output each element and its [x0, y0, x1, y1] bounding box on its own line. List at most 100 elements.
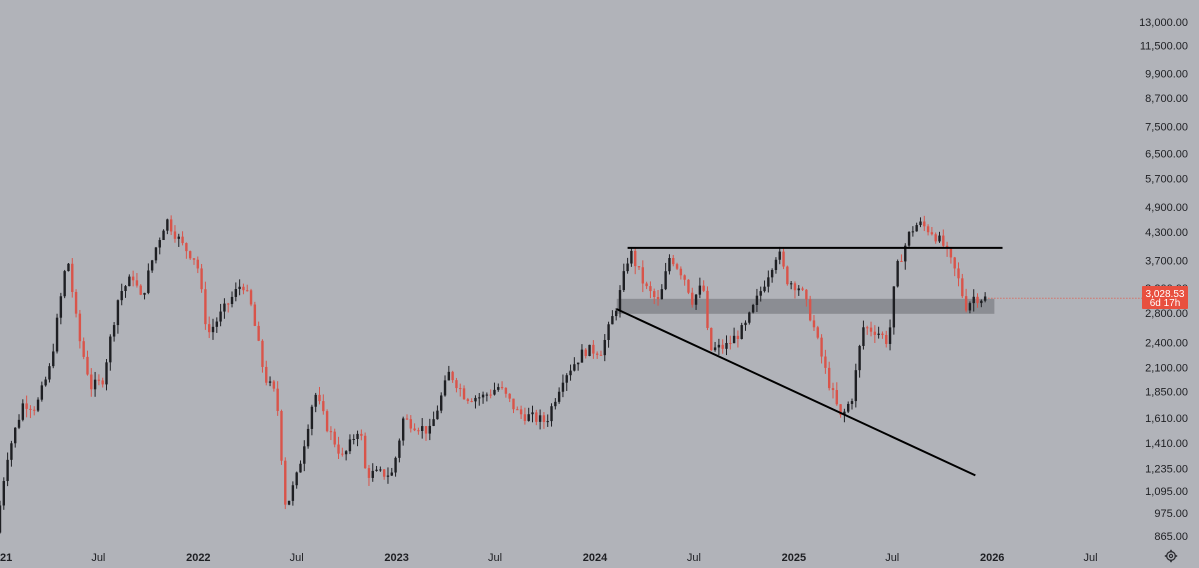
chart-settings-button[interactable]	[1164, 549, 1178, 563]
candle-body	[767, 277, 770, 287]
candle-body	[120, 290, 123, 301]
candle-body	[611, 316, 614, 325]
x-tick-label: 2026	[980, 552, 1004, 564]
candle	[318, 386, 321, 405]
candle	[474, 395, 477, 409]
candle-body	[21, 403, 25, 420]
candle-body	[131, 276, 135, 281]
candle	[812, 315, 816, 331]
candle-body	[2, 481, 6, 506]
candle	[770, 268, 774, 283]
candle-body	[421, 426, 424, 431]
candle	[272, 379, 276, 392]
candle-body	[789, 283, 793, 285]
candle-body	[793, 283, 797, 291]
candle-body	[348, 439, 352, 452]
candle	[2, 477, 6, 510]
candle-body	[337, 444, 340, 454]
candle	[109, 334, 112, 371]
candle-body	[82, 341, 85, 357]
candle-body	[116, 300, 120, 326]
candle	[683, 274, 686, 286]
candle-body	[512, 398, 515, 410]
candles-layer	[0, 215, 987, 534]
candle-body	[86, 356, 89, 375]
candle	[196, 256, 199, 274]
candle-body	[637, 266, 641, 268]
candle	[618, 285, 622, 318]
candle	[21, 399, 25, 422]
candle-body	[284, 460, 287, 505]
x-tick-label: 2025	[782, 552, 806, 564]
candle-body	[565, 375, 568, 383]
candle	[287, 500, 291, 506]
candle	[211, 318, 215, 340]
candle	[710, 327, 713, 352]
candle-body	[911, 231, 915, 233]
candle-body	[398, 440, 401, 458]
candle-body	[17, 419, 21, 428]
candle-body	[196, 259, 199, 269]
candle	[968, 301, 972, 314]
x-tick-label: 2024	[583, 552, 608, 564]
y-tick-label: 7,500.00	[1145, 121, 1188, 133]
candle	[367, 464, 371, 486]
candle-body	[980, 300, 983, 304]
candle-body	[949, 248, 953, 258]
candle	[854, 363, 858, 408]
candle	[295, 471, 298, 489]
candle-body	[896, 261, 899, 287]
candle-body	[401, 418, 405, 441]
candle-body	[265, 366, 268, 383]
candle-body	[679, 268, 683, 276]
candle	[934, 232, 937, 244]
candle-body	[158, 240, 161, 248]
candle-body	[649, 286, 652, 292]
candle	[660, 284, 664, 300]
candle	[923, 215, 926, 232]
candle	[337, 436, 340, 460]
candle-body	[67, 263, 70, 272]
candle-body	[150, 260, 154, 271]
candle	[542, 412, 546, 429]
candle	[417, 427, 420, 435]
candle-body	[504, 387, 508, 394]
candle-body	[614, 310, 618, 317]
candle-body	[367, 468, 371, 478]
candle-body	[599, 354, 603, 356]
y-tick-label: 13,000.00	[1139, 17, 1188, 29]
candle	[455, 377, 458, 393]
candle-body	[626, 263, 629, 272]
candle-body	[923, 221, 926, 227]
candle-body	[227, 303, 230, 305]
candle-body	[858, 345, 861, 371]
candle	[801, 286, 804, 292]
candle-body	[683, 275, 686, 280]
candle-body	[751, 304, 755, 313]
candle	[949, 247, 953, 264]
candle	[774, 257, 778, 274]
candle-body	[143, 292, 146, 295]
trend-lines-layer	[616, 246, 1142, 477]
candle	[344, 450, 348, 461]
candle	[626, 257, 629, 274]
candle	[729, 335, 732, 350]
candle	[325, 409, 329, 433]
candle	[687, 279, 690, 295]
candle	[748, 311, 751, 325]
candle	[440, 392, 443, 414]
candle	[173, 225, 177, 243]
candle	[451, 370, 454, 383]
candle-body	[470, 401, 473, 403]
candle	[565, 373, 568, 391]
candle	[713, 341, 717, 352]
candle-body	[919, 221, 922, 226]
candle	[744, 320, 747, 331]
candle	[824, 349, 827, 374]
candle-body	[432, 419, 435, 426]
candle	[249, 288, 253, 307]
candle-body	[112, 325, 116, 337]
candle-body	[261, 340, 264, 367]
candle	[14, 427, 17, 448]
